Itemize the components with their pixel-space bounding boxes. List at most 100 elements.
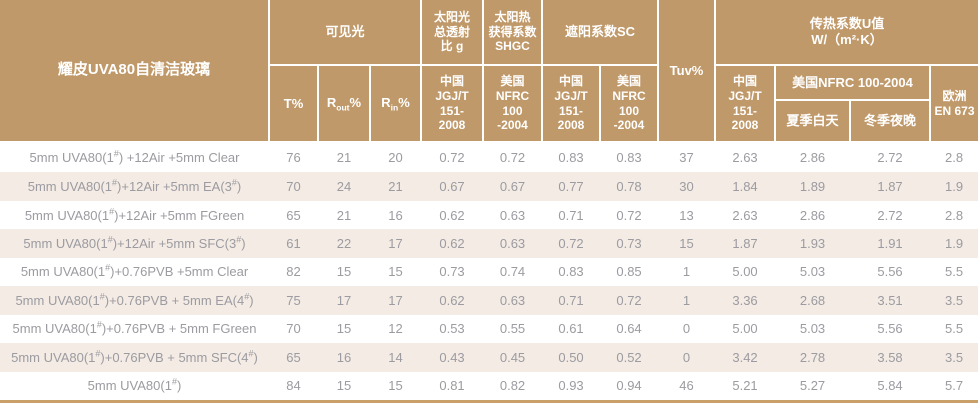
cell-u-en673: 1.9 xyxy=(930,172,978,201)
cell-t: 70 xyxy=(269,314,318,344)
cell-shgc-us: 0.67 xyxy=(483,172,543,201)
cell-u-summer-day: 1.89 xyxy=(775,172,851,201)
cell-shgc-us: 0.63 xyxy=(483,286,543,315)
row-label: 5mm UVA80(1#) xyxy=(0,371,269,400)
row-label: 5mm UVA80(1#)+0.76PVB + 5mm SFC(4#) xyxy=(0,343,269,372)
table-row: 5mm UVA80(1#)+12Air +5mm SFC(3#) 61 22 17 0.… xyxy=(0,229,978,258)
group-shading-coefficient-sc: 遮阳系数SC xyxy=(541,0,660,66)
cell-g-china: 0.62 xyxy=(421,286,484,315)
cell-u-summer-day: 2.78 xyxy=(775,343,851,372)
cell-rout: 16 xyxy=(318,343,370,372)
th-summer-day: 夏季白天 xyxy=(774,99,852,143)
cell-rout: 21 xyxy=(318,142,370,173)
cell-rin: 20 xyxy=(370,142,422,173)
th-u-china-jgj: 中国 JGJ/T 151- 2008 xyxy=(714,64,777,143)
cell-u-summer-day: 1.93 xyxy=(775,229,851,258)
th-u-us-nfrc-wide: 美国NFRC 100-2004 xyxy=(774,64,932,101)
group-u-value: 传热系数U值 W/（m²·K） xyxy=(714,0,978,66)
cell-sc-china: 0.77 xyxy=(542,172,601,201)
spec-table-body: 5mm UVA80(1#) +12Air +5mm Clear 76 21 20 0.7… xyxy=(0,142,978,400)
cell-u-summer-day: 5.03 xyxy=(775,257,851,287)
cell-u-winter-night: 1.87 xyxy=(850,172,931,201)
cell-sc-china: 0.71 xyxy=(542,200,601,230)
cell-t: 61 xyxy=(269,229,318,258)
cell-sc-us: 0.78 xyxy=(600,172,659,201)
cell-rout: 15 xyxy=(318,257,370,287)
cell-u-china: 2.63 xyxy=(715,200,776,230)
cell-u-en673: 5.5 xyxy=(930,314,978,344)
cell-shgc-us: 0.82 xyxy=(483,371,543,400)
table-row: 5mm UVA80(1#) 84 15 15 0.81 0.82 0.93 0.94 46 5.2… xyxy=(0,371,978,400)
cell-sc-china: 0.83 xyxy=(542,257,601,287)
cell-sc-us: 0.72 xyxy=(600,286,659,315)
cell-rin: 17 xyxy=(370,229,422,258)
cell-u-winter-night: 5.56 xyxy=(850,257,931,287)
cell-shgc-us: 0.55 xyxy=(483,314,543,344)
cell-tuv: 13 xyxy=(658,200,716,230)
cell-u-winter-night: 2.72 xyxy=(850,200,931,230)
row-label: 5mm UVA80(1#)+0.76PVB + 5mm FGreen xyxy=(0,314,269,344)
cell-rin: 12 xyxy=(370,314,422,344)
cell-u-winter-night: 1.91 xyxy=(850,229,931,258)
cell-rin: 17 xyxy=(370,286,422,315)
cell-u-china: 2.63 xyxy=(715,142,776,173)
cell-sc-us: 0.52 xyxy=(600,343,659,372)
cell-sc-china: 0.50 xyxy=(542,343,601,372)
cell-t: 82 xyxy=(269,257,318,287)
table-row: 5mm UVA80(1#)+0.76PVB + 5mm FGreen 70 15 12… xyxy=(0,314,978,344)
tuv-header: Tuv% xyxy=(657,0,717,143)
cell-u-china: 3.36 xyxy=(715,286,776,315)
row-label: 5mm UVA80(1#)+12Air +5mm SFC(3#) xyxy=(0,229,269,258)
cell-u-en673: 2.8 xyxy=(930,200,978,230)
cell-u-en673: 1.9 xyxy=(930,229,978,258)
cell-t: 65 xyxy=(269,200,318,230)
cell-u-winter-night: 5.56 xyxy=(850,314,931,344)
product-name-header: 耀皮UVA80自清洁玻璃 xyxy=(0,0,270,143)
group-visible-light: 可见光 xyxy=(267,0,423,66)
cell-u-summer-day: 2.86 xyxy=(775,142,851,173)
cell-rout: 17 xyxy=(318,286,370,315)
cell-u-en673: 3.5 xyxy=(930,343,978,372)
cell-g-china: 0.53 xyxy=(421,314,484,344)
cell-shgc-us: 0.63 xyxy=(483,200,543,230)
group-solar-transmittance-g: 太阳光 总透射 比 g xyxy=(420,0,485,66)
cell-sc-us: 0.72 xyxy=(600,200,659,230)
cell-tuv: 37 xyxy=(658,142,716,173)
cell-shgc-us: 0.63 xyxy=(483,229,543,258)
cell-u-summer-day: 5.03 xyxy=(775,314,851,344)
cell-u-china: 1.84 xyxy=(715,172,776,201)
cell-sc-us: 0.64 xyxy=(600,314,659,344)
cell-shgc-us: 0.74 xyxy=(483,257,543,287)
th-t-percent: T% xyxy=(268,64,319,143)
rin-pre: R xyxy=(381,94,391,110)
cell-u-en673: 2.8 xyxy=(930,142,978,173)
table-row: 5mm UVA80(1#)+0.76PVB + 5mm SFC(4#) 65 16 1… xyxy=(0,343,978,372)
cell-u-summer-day: 5.27 xyxy=(775,371,851,400)
cell-shgc-us: 0.72 xyxy=(483,142,543,173)
cell-rout: 15 xyxy=(318,314,370,344)
cell-tuv: 46 xyxy=(658,371,716,400)
cell-rout: 15 xyxy=(318,371,370,400)
cell-t: 70 xyxy=(269,172,318,201)
table-row: 5mm UVA80(1#)+12Air +5mm EA(3#) 70 24 21 0.6… xyxy=(0,172,978,201)
cell-g-china: 0.62 xyxy=(421,200,484,230)
table-row: 5mm UVA80(1#) +12Air +5mm Clear 76 21 20 0.7… xyxy=(0,142,978,173)
cell-sc-china: 0.61 xyxy=(542,314,601,344)
cell-u-china: 1.87 xyxy=(715,229,776,258)
cell-rin: 16 xyxy=(370,200,422,230)
cell-rin: 15 xyxy=(370,371,422,400)
cell-u-winter-night: 3.51 xyxy=(850,286,931,315)
row-label: 5mm UVA80(1#)+12Air +5mm FGreen xyxy=(0,200,269,230)
cell-u-en673: 5.5 xyxy=(930,257,978,287)
th-sc-china-jgj: 中国 JGJ/T 151- 2008 xyxy=(541,64,602,143)
th-sc-us-nfrc: 美国 NFRC 100 -2004 xyxy=(599,64,660,143)
cell-rout: 22 xyxy=(318,229,370,258)
cell-tuv: 15 xyxy=(658,229,716,258)
cell-t: 65 xyxy=(269,343,318,372)
cell-u-china: 5.00 xyxy=(715,257,776,287)
cell-u-china: 5.21 xyxy=(715,371,776,400)
cell-g-china: 0.73 xyxy=(421,257,484,287)
